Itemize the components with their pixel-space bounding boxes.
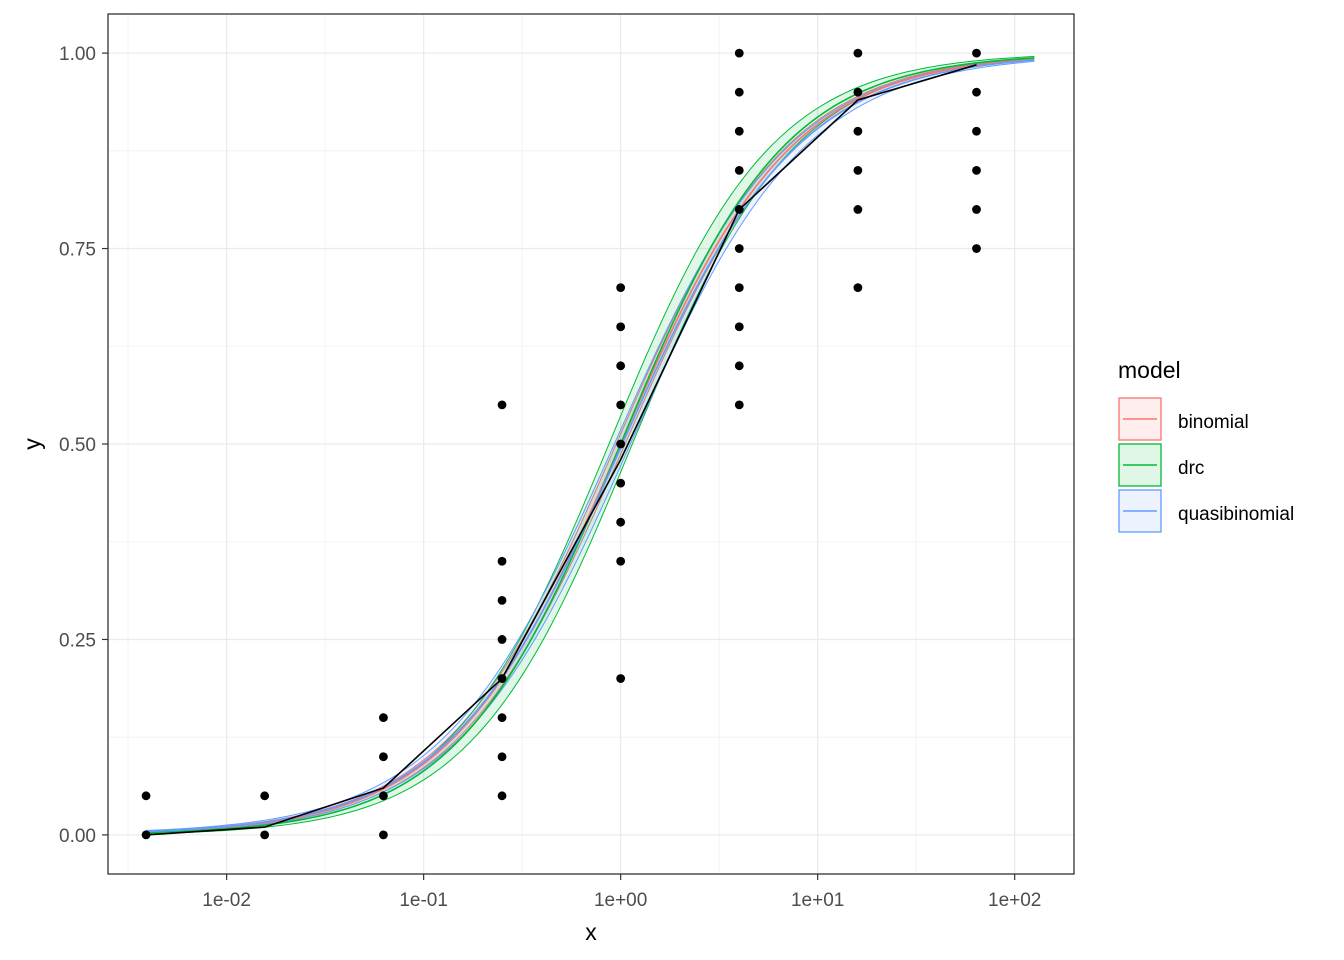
data-point (616, 674, 626, 683)
grid-major (108, 14, 1074, 874)
legend: model binomial drc quasibinomial (1118, 357, 1294, 533)
data-point (972, 165, 981, 175)
y-tick-label: 0.50 (59, 435, 96, 456)
data-point (379, 791, 388, 801)
data-point (734, 322, 744, 332)
data-point (497, 713, 507, 723)
legend-title: model (1118, 357, 1181, 383)
data-point (972, 244, 981, 253)
data-point (734, 244, 744, 253)
y-axis-title: y (19, 438, 45, 450)
data-point (853, 87, 863, 97)
x-tick-label: 1e+00 (594, 890, 647, 911)
data-point (734, 126, 744, 136)
data-point (734, 205, 744, 214)
y-tick-label: 0.75 (59, 240, 96, 261)
data-point (734, 400, 744, 410)
data-point (972, 48, 981, 58)
data-point (853, 283, 863, 293)
legend-label-binomial: binomial (1178, 412, 1249, 433)
data-point (972, 126, 981, 136)
x-tick-label: 1e+01 (791, 890, 844, 911)
data-point (497, 752, 507, 762)
data-point (734, 48, 744, 58)
data-point (497, 595, 507, 605)
data-point (853, 205, 863, 214)
data-points (141, 48, 981, 840)
data-point (972, 87, 981, 97)
data-point (616, 478, 626, 488)
data-point (616, 556, 626, 566)
legend-keys (1118, 397, 1162, 533)
data-point (497, 791, 507, 801)
data-point (853, 165, 863, 175)
data-point (260, 791, 270, 801)
data-point (734, 165, 744, 175)
data-point (734, 87, 744, 97)
data-point (972, 205, 981, 214)
data-point (260, 830, 270, 840)
data-point (497, 635, 507, 644)
y-tick-label: 0.00 (59, 826, 96, 847)
y-tick-label: 0.25 (59, 630, 96, 651)
data-point (616, 283, 626, 293)
data-point (497, 400, 507, 410)
data-point (853, 126, 863, 136)
data-point (853, 48, 863, 58)
x-tick-label: 1e+02 (988, 890, 1041, 911)
data-point (141, 791, 151, 801)
data-point (141, 830, 151, 840)
data-point (734, 361, 744, 371)
data-point (616, 439, 626, 449)
data-point (616, 400, 626, 410)
data-point (734, 283, 744, 293)
y-axis: 0.00 0.25 0.50 0.75 1.00 (59, 44, 108, 847)
band-quasibinomial (145, 58, 1035, 834)
x-axis-title: x (585, 919, 597, 945)
legend-label-quasibinomial: quasibinomial (1178, 504, 1294, 525)
data-point (379, 713, 388, 723)
data-point (616, 322, 626, 332)
data-point (497, 556, 507, 566)
data-point (616, 361, 626, 371)
data-point (379, 830, 388, 840)
mean-line (145, 64, 977, 836)
data-point (379, 752, 388, 762)
x-tick-label: 1e-01 (399, 890, 448, 911)
y-tick-label: 1.00 (59, 44, 96, 65)
x-axis: 1e-02 1e-01 1e+00 1e+01 1e+02 (202, 874, 1041, 911)
x-tick-label: 1e-02 (202, 890, 251, 911)
data-point (497, 674, 507, 683)
legend-label-drc: drc (1178, 458, 1204, 479)
data-point (616, 517, 626, 527)
